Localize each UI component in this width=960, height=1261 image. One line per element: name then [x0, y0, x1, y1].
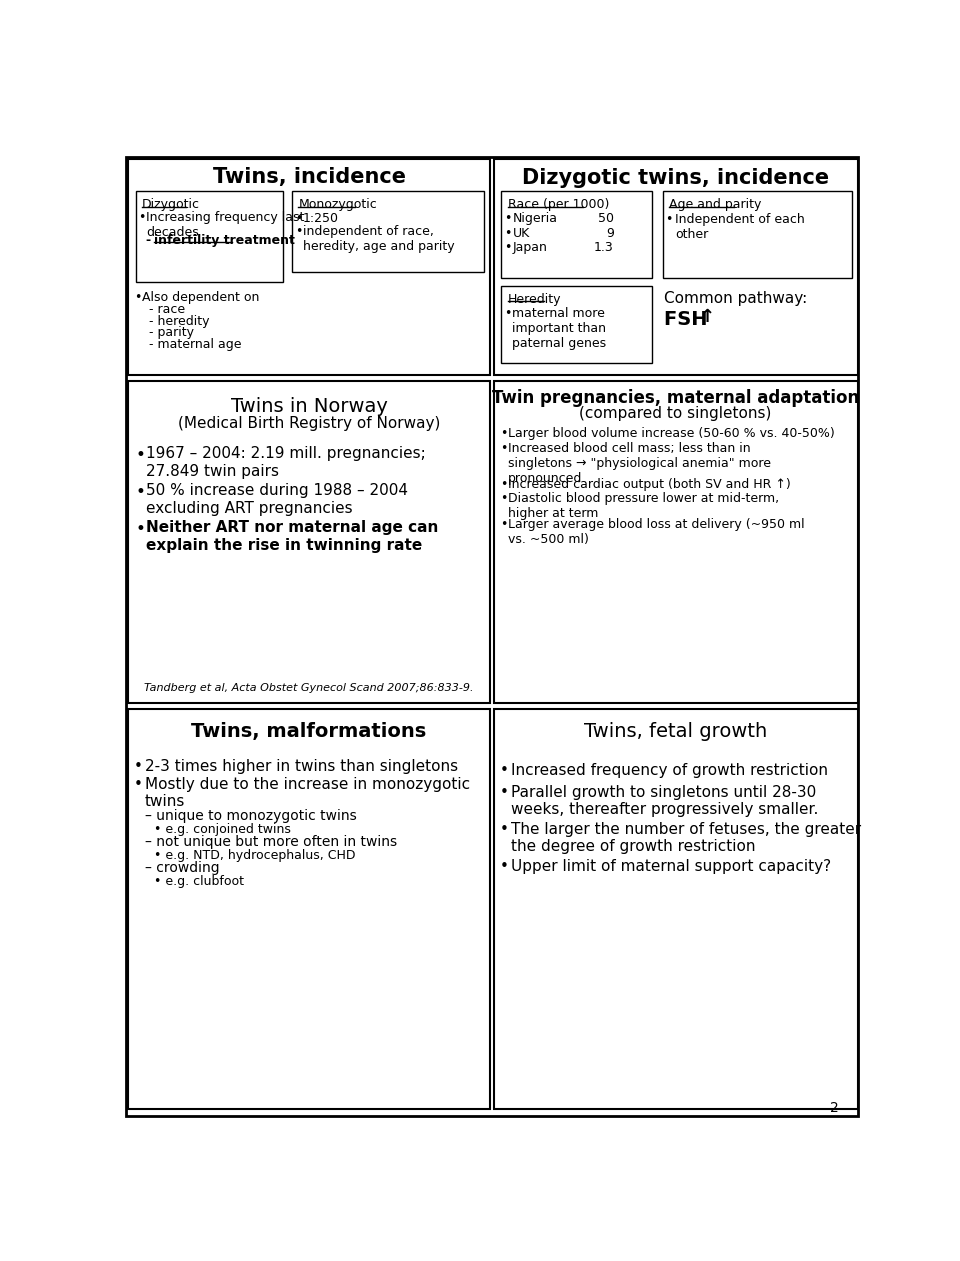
Text: •: •	[500, 478, 507, 491]
FancyBboxPatch shape	[135, 192, 283, 282]
Text: – not unique but more often in twins: – not unique but more often in twins	[145, 835, 396, 849]
Text: Larger average blood loss at delivery (~950 ml
vs. ~500 ml): Larger average blood loss at delivery (~…	[508, 518, 804, 546]
FancyBboxPatch shape	[128, 159, 491, 375]
Text: Diastolic blood pressure lower at mid-term,
higher at term: Diastolic blood pressure lower at mid-te…	[508, 493, 779, 521]
FancyBboxPatch shape	[292, 192, 484, 272]
Text: Larger blood volume increase (50-60 % vs. 40-50%): Larger blood volume increase (50-60 % vs…	[508, 427, 834, 440]
Text: independent of race,
heredity, age and parity: independent of race, heredity, age and p…	[303, 226, 454, 253]
Text: Twins, fetal growth: Twins, fetal growth	[584, 723, 767, 741]
Text: •: •	[504, 241, 512, 255]
Text: Twins, malformations: Twins, malformations	[191, 723, 427, 741]
Text: •: •	[135, 483, 145, 501]
Text: The larger the number of fetuses, the greater
the degree of growth restriction: The larger the number of fetuses, the gr…	[511, 822, 861, 855]
Text: Nigeria: Nigeria	[513, 212, 558, 226]
Text: •: •	[135, 446, 145, 464]
Text: Race (per 1000): Race (per 1000)	[508, 198, 609, 212]
Text: Common pathway:: Common pathway:	[664, 291, 807, 306]
FancyBboxPatch shape	[493, 381, 858, 702]
Text: 2-3 times higher in twins than singletons: 2-3 times higher in twins than singleton…	[145, 759, 458, 774]
Text: •: •	[504, 306, 512, 320]
Text: infertility treatment: infertility treatment	[155, 233, 295, 247]
Text: •: •	[500, 763, 509, 778]
Text: Twins in Norway: Twins in Norway	[230, 397, 388, 416]
FancyBboxPatch shape	[662, 192, 852, 277]
Text: Parallel growth to singletons until 28-30
weeks, thereafter progressively smalle: Parallel growth to singletons until 28-3…	[511, 786, 818, 817]
FancyBboxPatch shape	[501, 286, 653, 363]
Text: ↑: ↑	[700, 309, 715, 327]
Text: • e.g. NTD, hydrocephalus, CHD: • e.g. NTD, hydrocephalus, CHD	[155, 849, 355, 863]
FancyBboxPatch shape	[126, 158, 858, 1116]
Text: • e.g. conjoined twins: • e.g. conjoined twins	[155, 822, 291, 836]
Text: •: •	[500, 822, 509, 837]
Text: Twins, incidence: Twins, incidence	[212, 168, 406, 188]
Text: Increased cardiac output (both SV and HR ↑): Increased cardiac output (both SV and HR…	[508, 478, 790, 491]
Text: 1.3: 1.3	[594, 241, 613, 255]
Text: • e.g. clubfoot: • e.g. clubfoot	[155, 875, 244, 888]
Text: - race: - race	[150, 303, 185, 317]
Text: •: •	[138, 212, 146, 224]
Text: -: -	[146, 233, 156, 247]
Text: 9: 9	[606, 227, 613, 240]
Text: 1:250: 1:250	[303, 212, 339, 226]
Text: •: •	[500, 493, 507, 506]
Text: •: •	[504, 212, 512, 226]
Text: - heredity: - heredity	[150, 314, 210, 328]
Text: Monozygotic: Monozygotic	[299, 198, 377, 212]
Text: 50: 50	[598, 212, 613, 226]
Text: 1967 – 2004: 2.19 mill. pregnancies;
27.849 twin pairs: 1967 – 2004: 2.19 mill. pregnancies; 27.…	[146, 446, 426, 479]
FancyBboxPatch shape	[493, 159, 858, 375]
Text: Dizygotic twins, incidence: Dizygotic twins, incidence	[522, 168, 829, 188]
Text: •: •	[500, 518, 507, 531]
Text: - maternal age: - maternal age	[150, 338, 242, 351]
Text: •: •	[500, 786, 509, 799]
Text: •: •	[134, 777, 143, 792]
FancyBboxPatch shape	[128, 709, 491, 1110]
Text: 2: 2	[830, 1101, 839, 1116]
Text: Also dependent on: Also dependent on	[142, 291, 259, 304]
Text: •: •	[500, 427, 507, 440]
Text: •: •	[295, 212, 302, 226]
Text: - parity: - parity	[150, 327, 195, 339]
Text: Twin pregnancies, maternal adaptation: Twin pregnancies, maternal adaptation	[492, 388, 859, 407]
Text: Dizygotic: Dizygotic	[142, 198, 200, 212]
Text: Increased frequency of growth restriction: Increased frequency of growth restrictio…	[511, 763, 828, 778]
Text: •: •	[665, 213, 673, 226]
Text: •: •	[135, 520, 145, 538]
Text: Mostly due to the increase in monozygotic
twins: Mostly due to the increase in monozygoti…	[145, 777, 470, 810]
Text: Neither ART nor maternal age can
explain the rise in twinning rate: Neither ART nor maternal age can explain…	[146, 520, 439, 552]
Text: Tandberg et al, Acta Obstet Gynecol Scand 2007;86:833-9.: Tandberg et al, Acta Obstet Gynecol Scan…	[144, 683, 474, 694]
FancyBboxPatch shape	[501, 192, 653, 277]
Text: Heredity: Heredity	[508, 293, 561, 306]
Text: (compared to singletons): (compared to singletons)	[580, 406, 772, 421]
Text: Independent of each
other: Independent of each other	[675, 213, 804, 241]
Text: •: •	[500, 859, 509, 874]
Text: Japan: Japan	[513, 241, 548, 255]
Text: Increased blood cell mass; less than in
singletons → "physiological anemia" more: Increased blood cell mass; less than in …	[508, 441, 771, 484]
Text: •: •	[134, 759, 143, 774]
Text: – crowding: – crowding	[145, 861, 220, 875]
FancyBboxPatch shape	[128, 381, 491, 702]
Text: UK: UK	[513, 227, 530, 240]
Text: •: •	[504, 227, 512, 240]
Text: (Medical Birth Registry of Norway): (Medical Birth Registry of Norway)	[178, 416, 441, 431]
Text: – unique to monozygotic twins: – unique to monozygotic twins	[145, 808, 356, 823]
Text: Upper limit of maternal support capacity?: Upper limit of maternal support capacity…	[511, 859, 830, 874]
Text: 50 % increase during 1988 – 2004
excluding ART pregnancies: 50 % increase during 1988 – 2004 excludi…	[146, 483, 408, 516]
Text: Increasing frequency last
decades: Increasing frequency last decades	[146, 212, 304, 240]
Text: •: •	[500, 441, 507, 455]
Text: Age and parity: Age and parity	[669, 198, 761, 212]
Text: •: •	[295, 226, 302, 238]
Text: maternal more
important than
paternal genes: maternal more important than paternal ge…	[512, 306, 607, 349]
Text: •: •	[134, 291, 141, 304]
Text: FSH: FSH	[664, 310, 714, 329]
FancyBboxPatch shape	[493, 709, 858, 1110]
